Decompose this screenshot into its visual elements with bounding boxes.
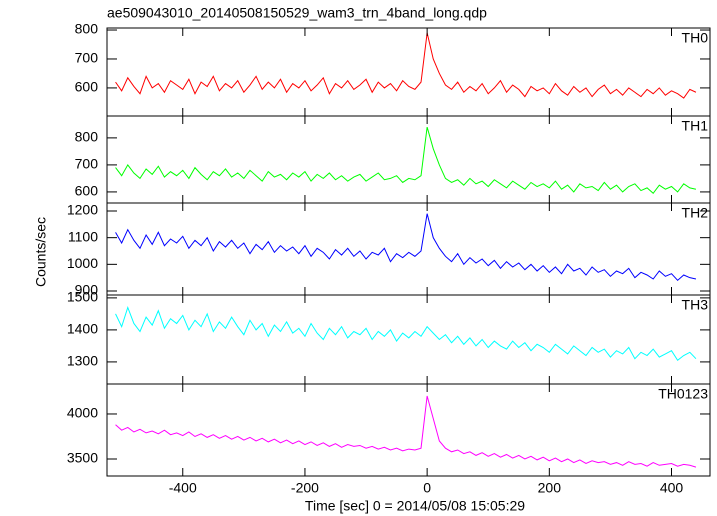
- panel-frame: [106, 27, 711, 117]
- y-tick-label: 900: [75, 282, 99, 298]
- x-tick-label: -200: [291, 480, 319, 496]
- y-tick-label: 600: [75, 183, 99, 199]
- y-tick-label: 3500: [67, 450, 98, 466]
- y-tick-label: 4000: [67, 405, 98, 421]
- x-tick-label: 0: [423, 480, 431, 496]
- y-tick-label: 1200: [67, 202, 98, 218]
- light-curve: [115, 126, 697, 195]
- y-tick-label: 1000: [67, 255, 98, 271]
- panel-frame: [106, 202, 711, 296]
- panel-frame: [106, 383, 711, 477]
- light-curve: [115, 395, 697, 468]
- y-tick-label: 700: [75, 50, 99, 66]
- y-tick-label: 600: [75, 79, 99, 95]
- y-axis-label: Counts/sec: [33, 217, 49, 287]
- light-curve: [115, 305, 697, 362]
- panel-label: TH1: [682, 118, 709, 134]
- x-tick-label: -400: [169, 480, 197, 496]
- x-axis-label: Time [sec] 0 = 2014/05/08 15:05:29: [305, 498, 525, 514]
- panel-label: TH2: [682, 205, 709, 221]
- light-curve: [115, 32, 697, 99]
- y-tick-label: 1400: [67, 321, 98, 337]
- panel-label: TH0: [682, 30, 709, 46]
- panel-frame: [106, 294, 711, 385]
- y-tick-label: 800: [75, 21, 99, 37]
- panel-label: TH0123: [658, 386, 708, 402]
- x-tick-label: 400: [660, 480, 684, 496]
- x-tick-label: 200: [538, 480, 562, 496]
- light-curve: [115, 213, 697, 282]
- y-tick-label: 1100: [68, 228, 98, 244]
- panel-label: TH3: [682, 297, 709, 313]
- y-tick-label: 1500: [67, 289, 98, 305]
- y-tick-label: 1300: [67, 353, 98, 369]
- y-tick-label: 800: [75, 129, 99, 145]
- panel-frame: [106, 115, 711, 204]
- y-tick-label: 700: [75, 156, 99, 172]
- chart-title: ae509043010_20140508150529_wam3_trn_4ban…: [107, 5, 487, 21]
